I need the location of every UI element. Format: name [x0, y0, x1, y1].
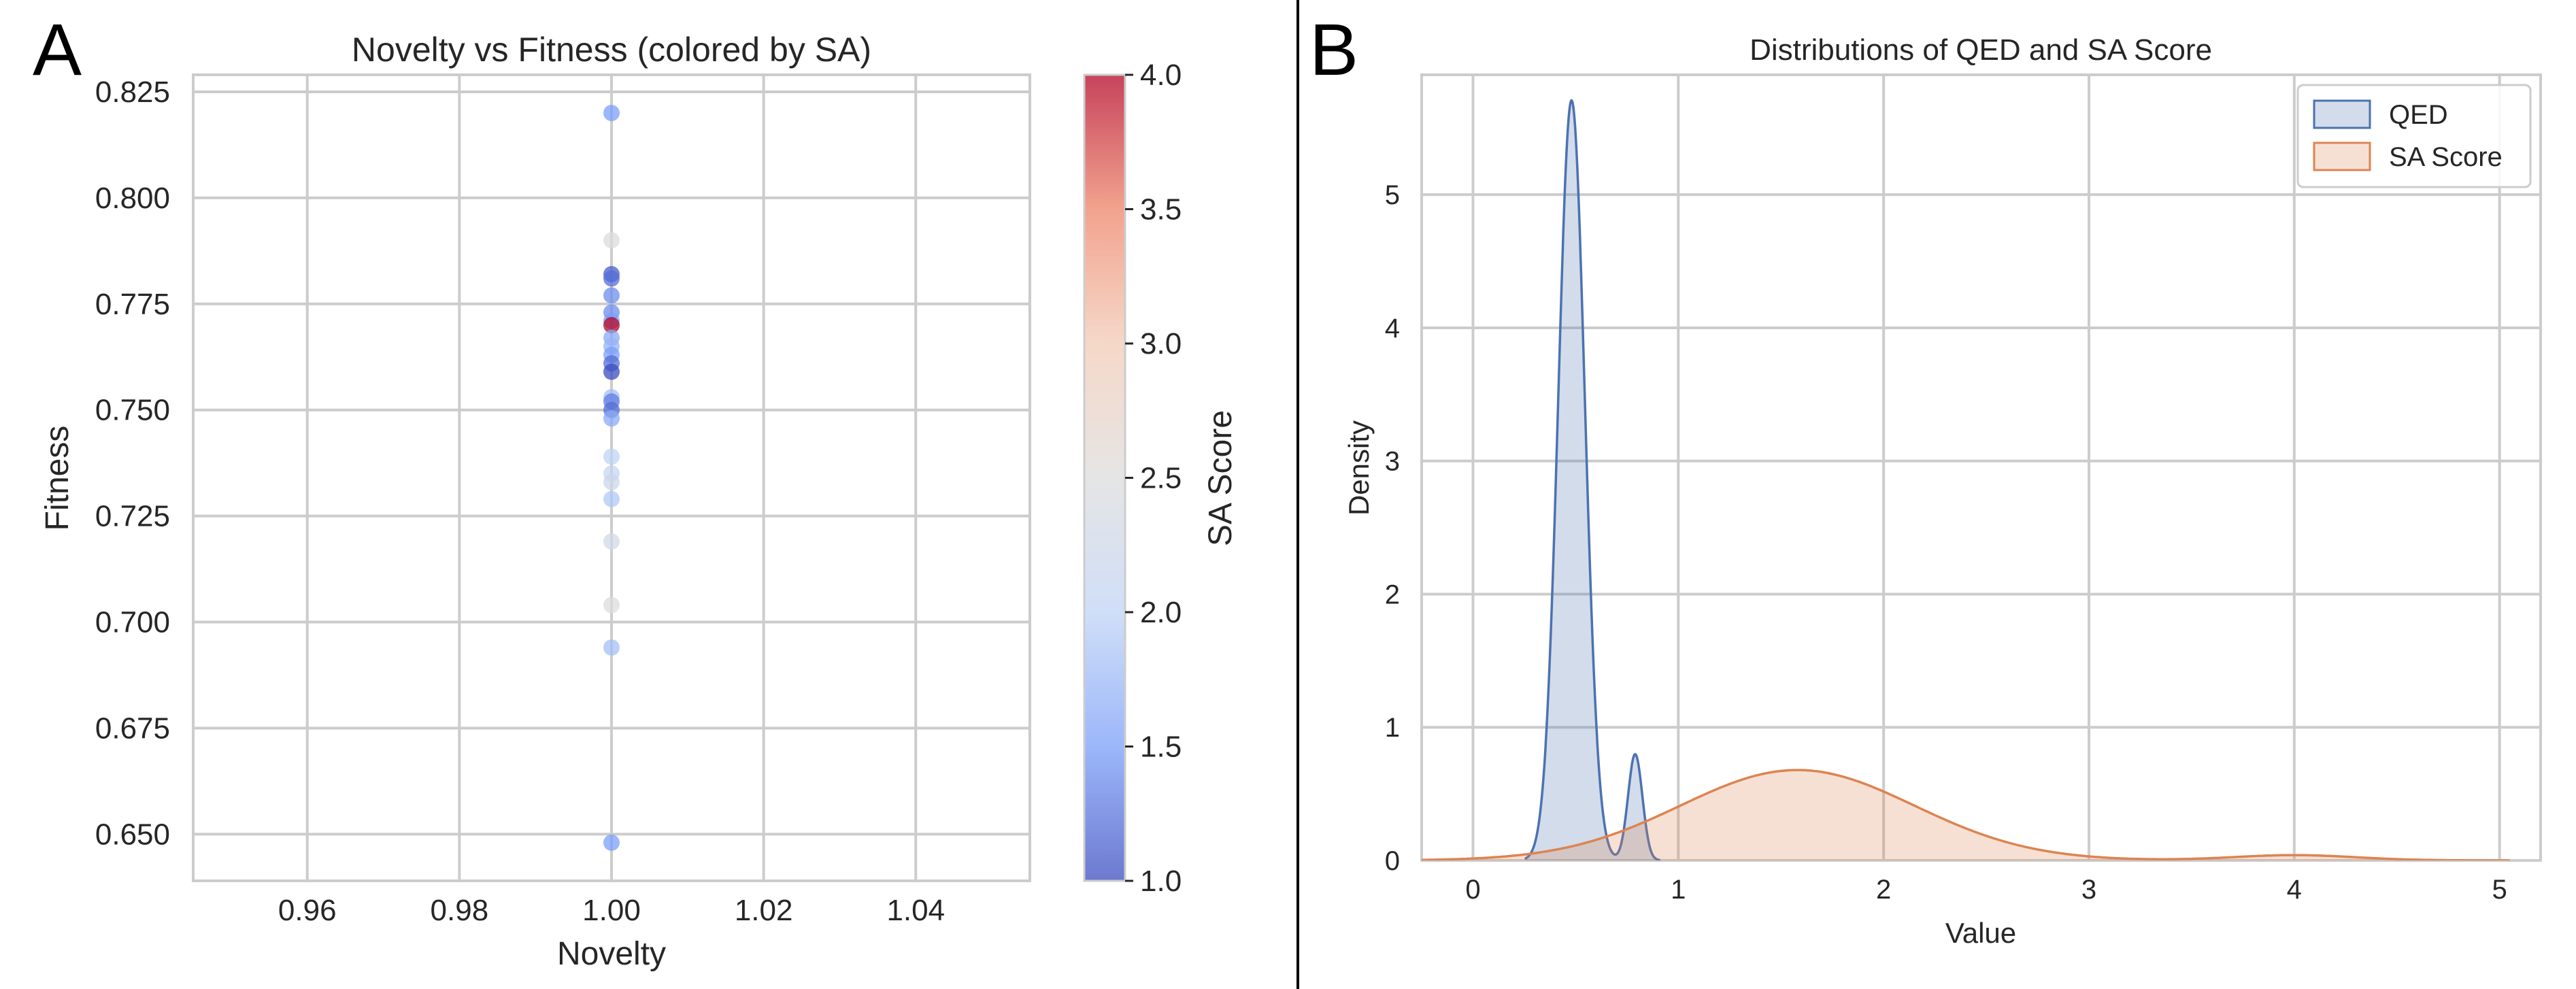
- x-tick-label: 1.02: [735, 894, 793, 927]
- legend-frame: [2296, 84, 2532, 188]
- legend-swatch-qed: [2313, 99, 2371, 129]
- panel-a-x-ticks: 0.96 0.98 1.00 1.02 1.04: [278, 894, 945, 927]
- scatter-point: [603, 105, 620, 122]
- x-tick-label: 3: [2081, 875, 2096, 905]
- legend-swatch-sa-score: [2313, 141, 2371, 171]
- y-tick-label: 0.750: [95, 394, 170, 427]
- y-tick-label: 0.775: [95, 288, 170, 321]
- panel-a-points: [603, 105, 620, 851]
- panel-b-y-label: Density: [1343, 420, 1375, 516]
- colorbar-tick-label: 1.5: [1140, 731, 1182, 764]
- y-tick-label: 1: [1385, 713, 1400, 743]
- panel-a-y-label: Fitness: [39, 426, 76, 531]
- y-tick-label: 5: [1385, 180, 1400, 210]
- density-line-qed: [1524, 99, 1661, 860]
- y-tick-label: 0.825: [95, 76, 170, 109]
- panel-b-legend: QED SA Score: [2296, 84, 2532, 188]
- scatter-point: [603, 597, 620, 614]
- scatter-point: [603, 270, 620, 287]
- colorbar-label: SA Score: [1203, 410, 1239, 546]
- scatter-point: [603, 287, 620, 304]
- y-tick-label: 3: [1385, 447, 1400, 477]
- scatter-point: [603, 448, 620, 465]
- x-tick-label: 2: [1876, 875, 1891, 905]
- panel-b-frame: [1420, 73, 2542, 862]
- y-tick-label: 0.675: [95, 711, 170, 745]
- panel-a-grid: [193, 75, 1030, 881]
- panel-a-y-ticks: 0.650 0.675 0.700 0.725 0.750 0.775 0.800 0.825: [95, 76, 170, 851]
- density-area-qed: [1524, 100, 1660, 860]
- colorbar-tick-label: 3.0: [1140, 327, 1182, 361]
- panel-b-title: Distributions of QED and SA Score: [1750, 33, 2212, 67]
- colorbar-tick-label: 1.0: [1140, 865, 1182, 898]
- colorbar-tick-label: 3.5: [1140, 193, 1182, 227]
- density-line-sa-score: [1422, 769, 2510, 860]
- y-tick-label: 0: [1385, 846, 1400, 876]
- panel-a-scatter: Novelty vs Fitness (colored by SA) 0.96 0…: [39, 31, 1239, 972]
- scatter-point: [603, 834, 620, 851]
- x-tick-label: 1.04: [886, 894, 945, 927]
- panel-a-x-label: Novelty: [557, 936, 666, 972]
- x-tick-label: 5: [2492, 875, 2507, 905]
- panel-label-b: B: [1309, 8, 1358, 90]
- scatter-point: [603, 316, 620, 333]
- legend-label-qed: QED: [2389, 100, 2448, 130]
- y-tick-label: 2: [1385, 580, 1400, 609]
- colorbar-tick-label: 2.0: [1140, 596, 1182, 629]
- x-tick-label: 4: [2287, 875, 2302, 905]
- x-tick-label: 0.98: [431, 894, 489, 927]
- panel-b-x-label: Value: [1945, 917, 2016, 949]
- y-tick-label: 4: [1385, 314, 1400, 343]
- scatter-point: [603, 533, 620, 550]
- legend-label-sa-score: SA Score: [2389, 142, 2503, 172]
- panel-label-a: A: [33, 8, 82, 90]
- x-tick-label: 0: [1465, 875, 1480, 905]
- scatter-point: [603, 363, 620, 380]
- y-tick-label: 0.700: [95, 606, 170, 639]
- colorbar-tick-label: 4.0: [1140, 58, 1182, 92]
- y-tick-label: 0.800: [95, 182, 170, 215]
- colorbar-ticks: 1.0 1.5 2.0 2.5 3.0 3.5 4.0: [1125, 58, 1182, 898]
- panel-a-title: Novelty vs Fitness (colored by SA): [352, 31, 871, 69]
- colorbar: 1.0 1.5 2.0 2.5 3.0 3.5 4.0 SA Score: [1083, 58, 1239, 898]
- scatter-point: [603, 490, 620, 507]
- scatter-point: [603, 639, 620, 656]
- x-tick-label: 1: [1671, 875, 1686, 905]
- density-area-sa-score: [1422, 770, 2510, 860]
- panel-b-x-ticks: 0 1 2 3 4 5: [1465, 875, 2507, 905]
- scatter-point: [603, 410, 620, 427]
- x-tick-label: 1.00: [582, 894, 641, 927]
- scatter-point: [603, 473, 620, 490]
- scatter-point: [603, 232, 620, 249]
- panel-b-y-ticks: 0 1 2 3 4 5: [1385, 180, 1400, 876]
- y-tick-label: 0.650: [95, 818, 170, 851]
- panel-a-frame: [192, 73, 1031, 882]
- panel-b-density: Distributions of QED and SA Score 0 1 2 3 4 5…: [1343, 33, 2542, 949]
- colorbar-gradient: [1083, 73, 1126, 882]
- panel-b-curves: [1422, 99, 2510, 860]
- y-tick-label: 0.725: [95, 500, 170, 533]
- colorbar-tick-label: 2.5: [1140, 462, 1182, 495]
- x-tick-label: 0.96: [278, 894, 337, 927]
